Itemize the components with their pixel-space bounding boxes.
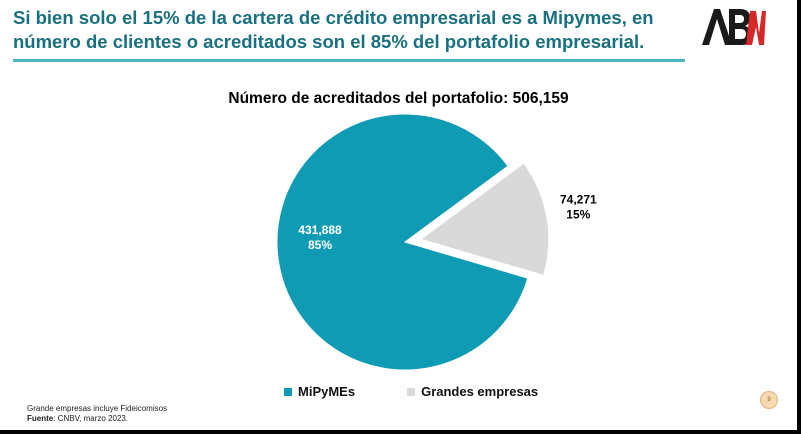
footnote: Grande empresas incluye Fideicomisos Fue… xyxy=(27,404,167,424)
legend-item-mipymes: MiPyMEs xyxy=(284,384,355,399)
data-label-value-grandes-empresas: 74,271 xyxy=(560,192,597,206)
footnote-text: Grande empresas incluye Fideicomisos xyxy=(27,404,168,413)
pie-slice-mipymes xyxy=(276,113,529,371)
data-label-percent-grandes-empresas: 15% xyxy=(566,207,590,221)
source-label: Fuente xyxy=(27,414,54,423)
legend-label-grandes: Grandes empresas xyxy=(421,384,539,399)
logo-letter-a xyxy=(702,9,732,45)
abm-logo xyxy=(700,5,766,49)
legend-swatch-grandes xyxy=(407,387,416,396)
legend-item-grandes: Grandes empresas xyxy=(407,384,538,399)
data-label-value-mipymes: 431,888 xyxy=(298,223,342,237)
title-underline xyxy=(13,59,685,62)
chart-legend: MiPyMEs Grandes empresas xyxy=(284,384,590,399)
data-label-percent-mipymes: 85% xyxy=(308,238,332,252)
pie-slice-grandes-empresas xyxy=(419,162,550,277)
logo-letter-m xyxy=(746,11,766,45)
source-line: Fuente: CNBV, marzo 2023. xyxy=(27,414,167,424)
chart-title: Número de acreditados del portafolio: 50… xyxy=(228,90,569,107)
legend-swatch-mipymes xyxy=(284,387,292,396)
page-number-badge: 9 xyxy=(760,391,778,409)
logo-letter-b xyxy=(729,9,752,45)
legend-label-mipymes: MiPyMEs xyxy=(298,384,356,399)
source-text: : CNBV, marzo 2023. xyxy=(53,414,129,423)
slide-title: Si bien solo el 15% de la cartera de cré… xyxy=(13,7,654,52)
